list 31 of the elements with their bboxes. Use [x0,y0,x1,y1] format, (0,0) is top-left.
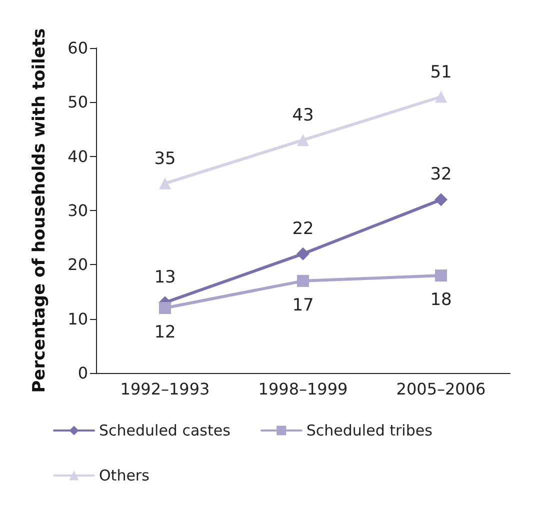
point [434,193,448,206]
data-label: 35 [154,148,176,169]
data-label: 22 [292,218,314,239]
legend-label: Scheduled tribes [306,422,433,440]
legend-label: Scheduled castes [99,422,231,440]
x-tick-label: 1998–1999 [258,380,348,398]
data-label: 13 [154,268,176,288]
y-tick-label: 20 [68,255,88,274]
point [435,90,447,103]
data-label: 18 [430,290,452,310]
legend-label: Others [99,466,150,484]
y-tick-label: 30 [68,201,88,220]
data-label: 51 [430,62,452,82]
y-axis-title: Percentage of households with toilets [30,28,50,393]
point [159,177,171,190]
y-tick-label: 0 [78,364,88,382]
data-label: 43 [292,106,314,126]
data-label: 12 [154,322,176,342]
y-tick-label: 60 [68,38,88,58]
y-tick-label: 50 [68,92,88,112]
data-label: 17 [292,295,314,316]
y-tick-label: 10 [68,309,88,328]
point [296,247,310,260]
data-label: 32 [430,164,452,185]
x-tick-label: 1992–1993 [120,380,210,398]
point [159,302,171,314]
x-tick-label: 2005–2006 [396,380,486,398]
point [435,270,447,282]
point [297,274,309,287]
point [297,134,309,146]
y-tick-label: 40 [68,146,88,166]
